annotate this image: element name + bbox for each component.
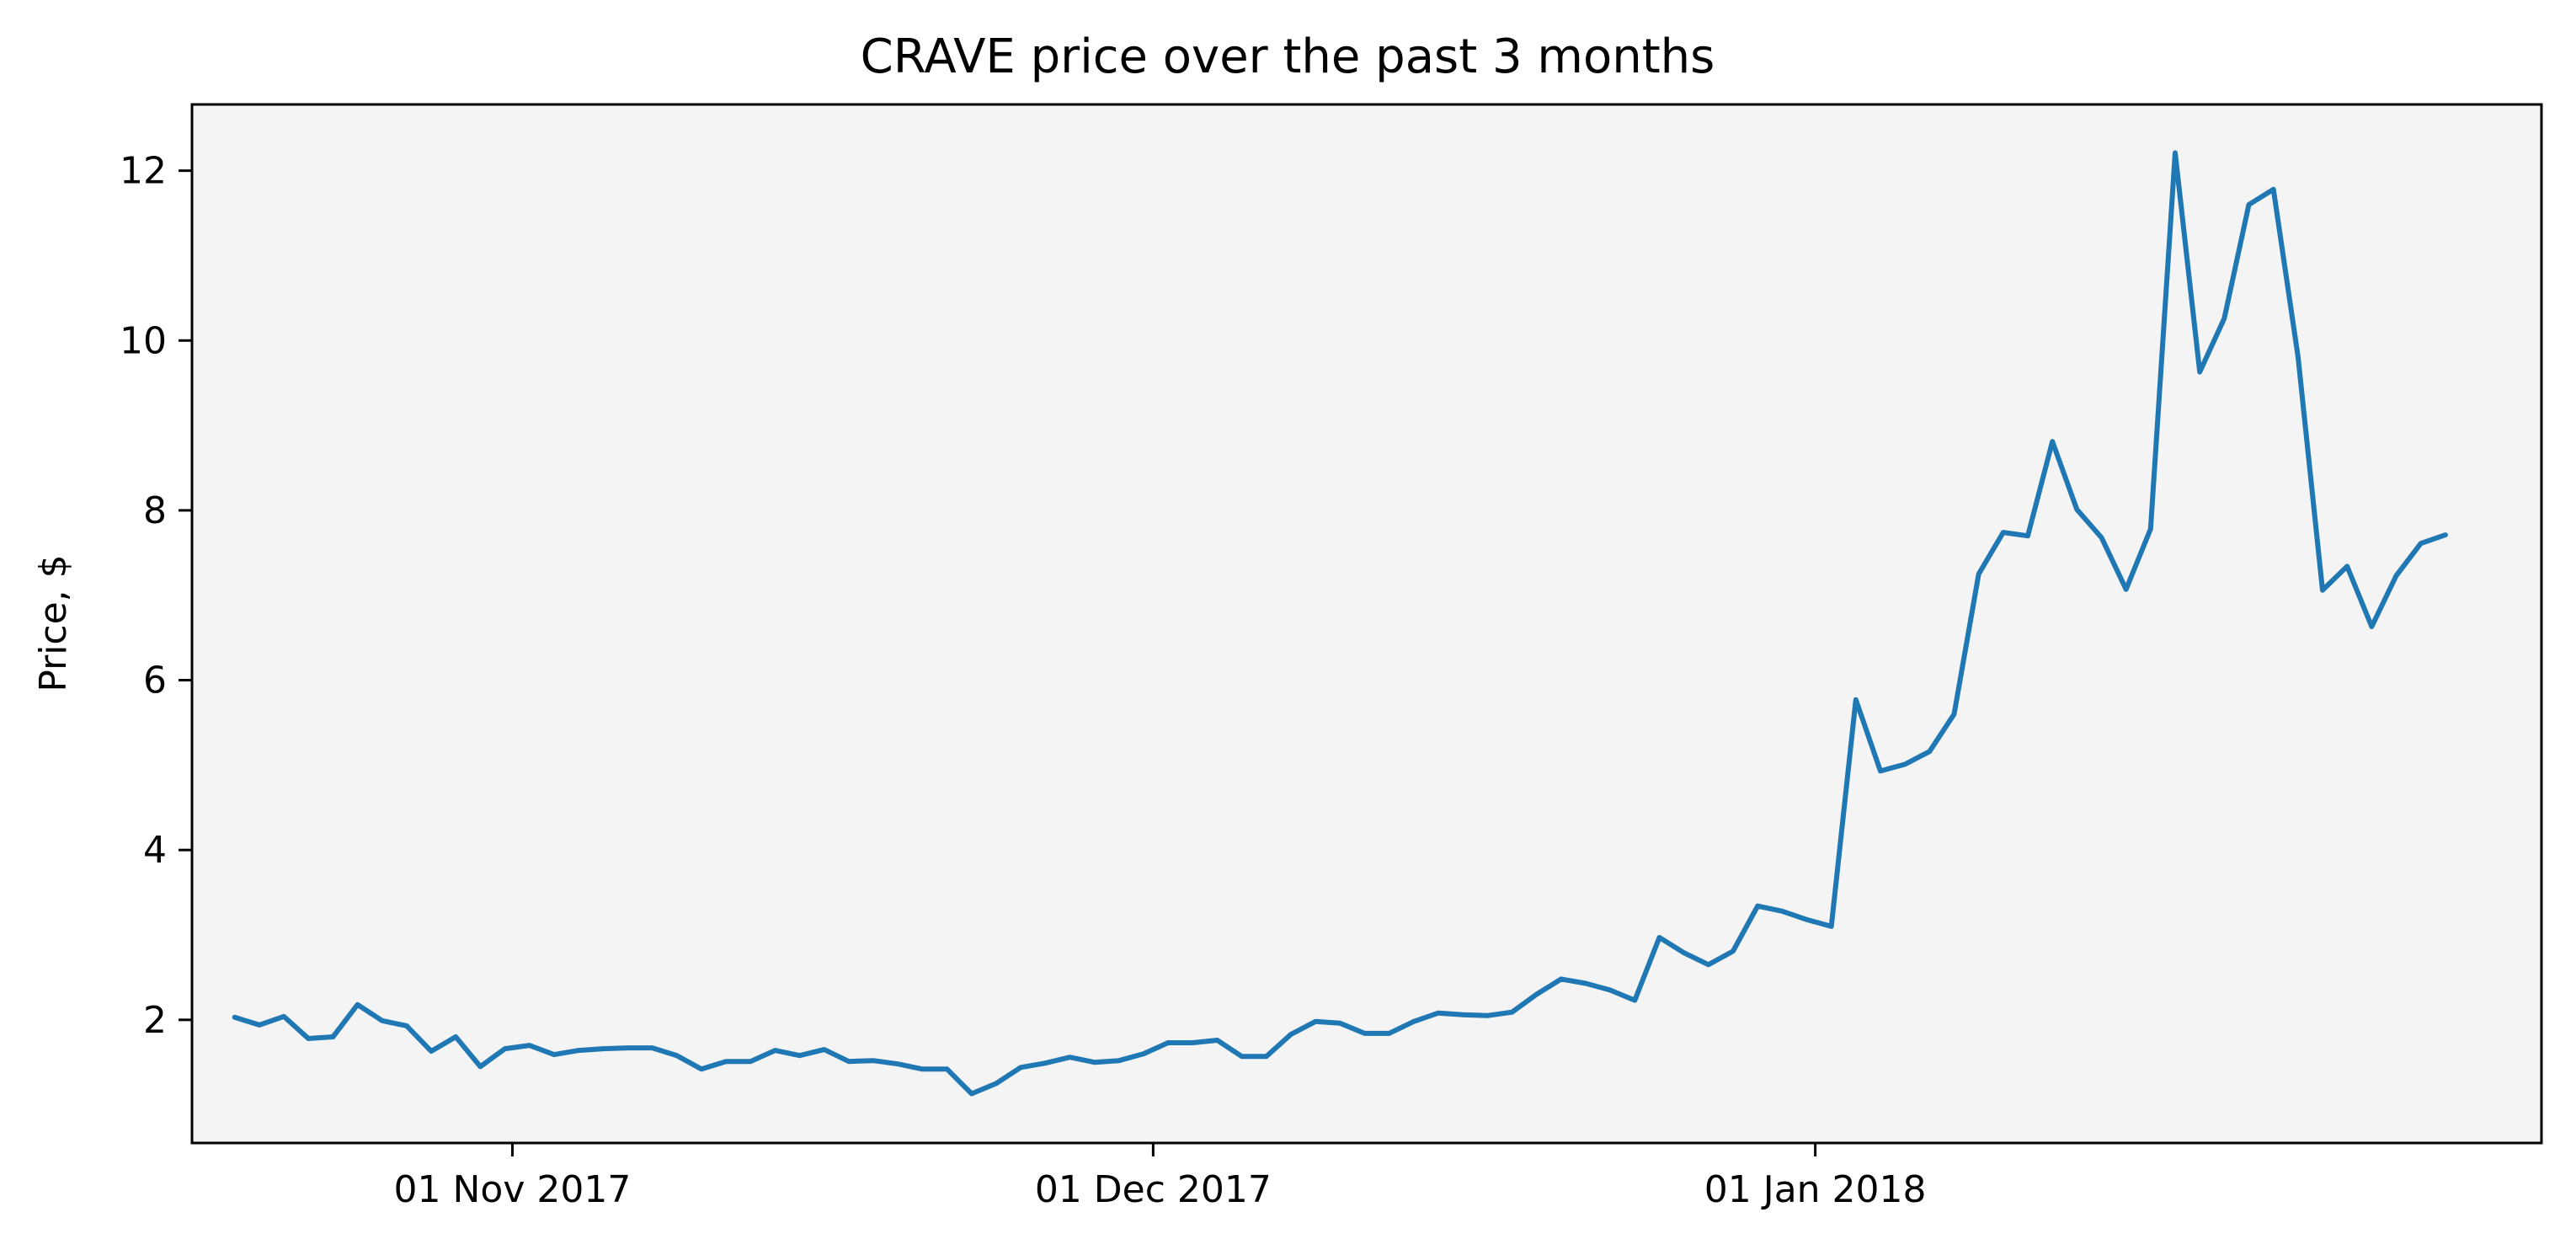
y-tick-label: 12 <box>120 150 167 193</box>
plot-frame <box>190 103 2543 1145</box>
y-tick-label: 2 <box>143 999 167 1042</box>
y-tick-label: 4 <box>143 829 167 872</box>
chart-title: CRAVE price over the past 3 months <box>861 29 1715 84</box>
y-tick-label: 6 <box>143 660 167 702</box>
y-axis-label: Price, $ <box>32 554 75 692</box>
y-tick-label: 10 <box>120 319 167 362</box>
y-tick-label: 8 <box>143 489 167 532</box>
x-tick-label: 01 Dec 2017 <box>1035 1168 1272 1211</box>
series-line-price <box>232 150 2448 1097</box>
x-tick-label: 01 Jan 2018 <box>1704 1168 1927 1211</box>
x-axis-ticks: 01 Nov 2017 01 Dec 2017 01 Jan 2018 <box>394 1143 1927 1211</box>
x-tick-label: 01 Nov 2017 <box>394 1168 632 1211</box>
plot-background <box>192 104 2541 1143</box>
y-axis-ticks: 2 4 6 8 10 12 <box>120 150 192 1042</box>
